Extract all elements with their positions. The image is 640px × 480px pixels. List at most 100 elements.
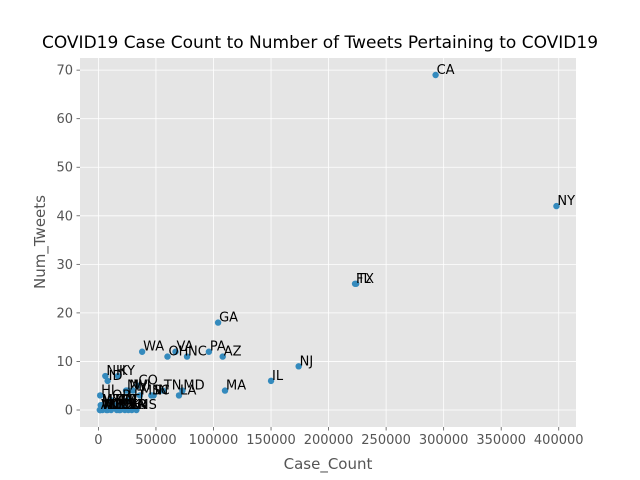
x-tick-label: 300000 [419, 433, 469, 448]
y-axis-label: Num_Tweets [31, 195, 50, 289]
point-label: ND [109, 398, 129, 413]
scatter-point [133, 406, 140, 414]
scatter-point [98, 401, 106, 409]
scatter-point [96, 406, 103, 414]
point-label: NJ [300, 354, 314, 369]
x-tick-label: 350000 [476, 433, 526, 448]
scatter-point [138, 348, 146, 355]
scatter-point [175, 392, 183, 399]
scatter-point [114, 372, 122, 380]
point-label: CT [122, 393, 139, 408]
scatter-point [432, 71, 439, 79]
point-label: NV [129, 379, 148, 394]
grid-lines [80, 58, 576, 427]
scatter-point [219, 353, 226, 360]
point-label: SC [152, 383, 169, 398]
x-tick-label: 100000 [189, 433, 239, 448]
scatter-point [136, 392, 144, 399]
scatter-point [129, 387, 137, 394]
point-label: HI [101, 383, 115, 398]
point-label: ID [109, 369, 123, 384]
scatter-point [102, 372, 109, 380]
scatter-point [172, 348, 179, 355]
scatter-point [295, 363, 302, 370]
scatter-point [179, 387, 186, 394]
point-label: NE [120, 398, 138, 413]
point-label: ME [103, 398, 122, 413]
scatter-point [267, 377, 275, 385]
x-tick-label: 250000 [361, 433, 411, 448]
scatter-point [221, 387, 229, 394]
y-tick-label: 70 [56, 64, 73, 79]
scatter-point [159, 387, 167, 394]
scatter-point [125, 406, 132, 414]
x-tick-label: 0 [94, 433, 102, 448]
x-tick-label: 400000 [534, 433, 584, 448]
point-label: IN [155, 383, 169, 398]
point-label: MD [183, 379, 204, 394]
point-label: GA [219, 311, 238, 326]
point-label: UT [128, 388, 146, 403]
data-points [96, 71, 560, 414]
point-label: VA [177, 340, 194, 355]
point-label: TX [356, 272, 374, 287]
point-label: IA [133, 398, 146, 413]
point-label: NM [116, 393, 137, 408]
scatter-point [214, 319, 222, 326]
plot-area [80, 58, 576, 427]
scatter-point [183, 353, 191, 360]
point-label: AZ [224, 345, 242, 360]
point-label: FL [356, 272, 371, 287]
scatter-point [553, 202, 560, 210]
point-label: MA [226, 379, 246, 394]
y-tick-label: 30 [56, 258, 73, 273]
y-tick-label: 0 [65, 404, 73, 419]
point-label: VT [101, 398, 118, 413]
point-label: AL [124, 393, 141, 408]
x-axis-ticks: 0 50000 100000 150000 200000 250000 300000 3500… [94, 427, 584, 448]
point-label: AK [101, 398, 119, 413]
point-label: TN [163, 379, 182, 394]
scatter-point [117, 406, 124, 414]
scatter-point [352, 280, 360, 287]
point-label: DE [112, 398, 130, 413]
point-label: MT [102, 393, 121, 408]
point-label: IL [272, 369, 284, 384]
x-tick-label: 150000 [246, 433, 296, 448]
scatter-point [119, 401, 126, 409]
y-tick-label: 40 [56, 209, 73, 224]
point-label: KS [118, 398, 135, 413]
point-label: WA [143, 340, 164, 355]
point-label: CO [139, 374, 158, 389]
y-tick-label: 20 [56, 306, 73, 321]
point-label: RI [120, 393, 133, 408]
point-label: SD [107, 398, 125, 413]
scatter-point [205, 348, 213, 355]
y-tick-label: 60 [56, 112, 73, 127]
y-axis-ticks: 0 10 20 30 40 50 60 70 [56, 64, 80, 419]
scatter-point [164, 353, 171, 360]
point-label: NY [557, 194, 575, 209]
point-label: AR [129, 398, 147, 413]
point-label: WI [134, 379, 151, 394]
scatter-point [122, 387, 130, 394]
x-tick-label: 50000 [135, 433, 176, 448]
point-label: MI [127, 379, 142, 394]
scatter-point [148, 392, 155, 399]
point-label: NC [188, 345, 207, 360]
scatter-point [111, 401, 118, 409]
point-label: MS [137, 398, 156, 413]
y-tick-label: 10 [56, 355, 73, 370]
scatter-point [107, 397, 115, 404]
point-label: MN [141, 383, 162, 398]
point-label: OH [168, 345, 188, 360]
x-tick-label: 200000 [304, 433, 354, 448]
point-label: CA [437, 63, 455, 78]
scatter-point [123, 397, 131, 404]
y-tick-label: 50 [56, 161, 73, 176]
point-label: PA [210, 340, 226, 355]
point-label: KY [119, 364, 135, 379]
scatter-point [96, 392, 104, 399]
